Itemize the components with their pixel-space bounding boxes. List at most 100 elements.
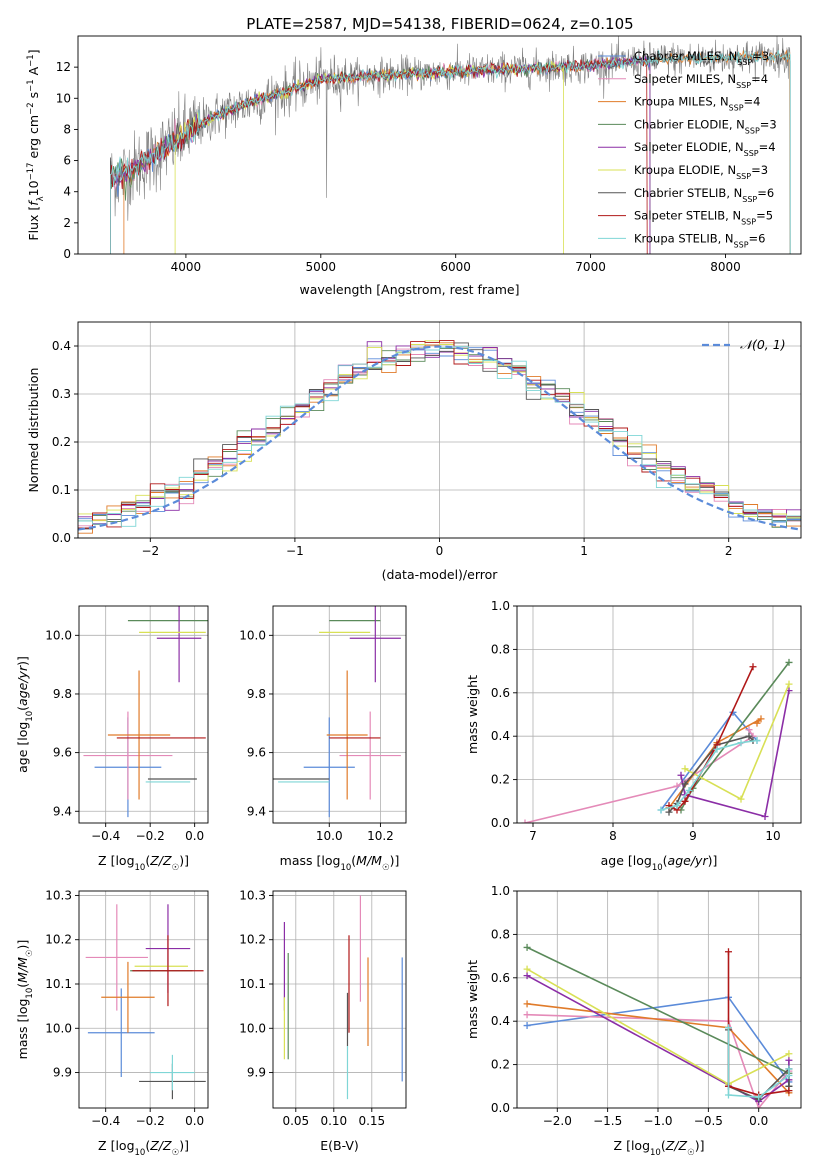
weight-marker-SalpeterELODIE [677, 771, 685, 779]
x-tick-label: 0.0 [185, 829, 204, 843]
weight-marker-KroupaSTELIB [753, 737, 761, 745]
x-tick-label: −1.5 [593, 1114, 622, 1128]
x-tick-label: −0.4 [91, 1114, 120, 1128]
x-tick-label: 5000 [306, 260, 337, 274]
plot-area [110, 36, 791, 254]
weight-marker-SalpeterSTELIB [681, 797, 689, 805]
plot-area [283, 895, 403, 1100]
x-tick-label: 0.15 [358, 1114, 385, 1128]
y-tick-label: 0.8 [491, 642, 510, 656]
weight-marker-ChabrierMILES [523, 1022, 531, 1030]
x-axis-label: mass [log10(M/M☉)] [280, 853, 400, 873]
panel-age_vs_Z: −0.4 −0.2 0.0 9.4 9.6 9.8 10.0 Z [log10(Z/Z☉)] a… [15, 605, 209, 873]
y-tick-label: 0.0 [52, 531, 71, 545]
legend-label-ChabrierSTELIB: Chabrier STELIB, NSSP=6 [634, 186, 774, 204]
x-axis-label: E(B-V) [320, 1138, 359, 1153]
x-tick-label: −0.2 [136, 829, 165, 843]
y-tick-label: 10.3 [45, 888, 72, 902]
y-tick-label: 10.1 [45, 977, 72, 991]
weight-marker-KroupaELODIE [737, 795, 745, 803]
weight-marker-KroupaSTELIB [737, 739, 745, 747]
weight-marker-SalpeterMILES [523, 1011, 531, 1019]
y-tick-label: 0.4 [491, 729, 510, 743]
y-tick-label: 10.0 [45, 628, 72, 642]
axes-frame [77, 35, 802, 255]
weight-marker-SalpeterELODIE [761, 812, 769, 820]
y-tick-label: 9.8 [247, 687, 266, 701]
x-tick-label: 0.10 [320, 1114, 347, 1128]
weight-marker-ChabrierSTELIB [681, 780, 689, 788]
x-axis-label: (data-model)/error [382, 567, 499, 582]
panel-mass_vs_EBV: 0.05 0.10 0.15 9.9 10.0 10.1 10.2 10.3 E(B-V) [239, 888, 407, 1153]
y-tick-label: 1.0 [491, 599, 510, 613]
plot-area [85, 904, 206, 1100]
x-tick-label: −0.5 [694, 1114, 723, 1128]
y-tick-label: 0.3 [52, 387, 71, 401]
panel-age_vs_mass: 10.0 10.2 9.4 9.6 9.8 10.0 mass [log10(M/M☉)] [239, 605, 407, 873]
figure-title: PLATE=2587, MJD=54138, FIBERID=0624, z=0… [246, 15, 633, 33]
y-tick-label: 10.2 [45, 933, 72, 947]
weight-marker-ChabrierELODIE [523, 943, 531, 951]
y-tick-label: 0.1 [52, 483, 71, 497]
weight-marker-SalpeterMILES [745, 726, 753, 734]
weight-marker-SalpeterELODIE [523, 972, 531, 980]
y-tick-label: 0.2 [491, 1058, 510, 1072]
weight-line-SalpeterMILES [527, 1013, 790, 1108]
weight-marker-SalpeterSTELIB [749, 663, 757, 671]
weight-marker-KroupaSTELIB [685, 786, 693, 794]
weight-marker-ChabrierSTELIB [665, 808, 673, 816]
weight-marker-SalpeterSTELIB [785, 1087, 793, 1095]
x-tick-label: −0.2 [136, 1114, 165, 1128]
x-tick-label: 9 [689, 829, 697, 843]
x-axis-label: Z [log10(Z/Z☉)] [98, 853, 189, 873]
weight-marker-KroupaSTELIB [657, 806, 665, 814]
y-axis-label: mass [log10(M/M☉)] [15, 940, 35, 1060]
x-tick-label: 8000 [710, 260, 741, 274]
y-axis-label: age [log10(age/yr)] [15, 656, 35, 773]
plot-area [83, 606, 208, 818]
y-tick-label: 0.6 [491, 971, 510, 985]
weight-marker-KroupaELODIE [523, 965, 531, 973]
y-tick-label: 9.9 [53, 1066, 72, 1080]
x-tick-label: 0.0 [185, 1114, 204, 1128]
weight-marker-KroupaMILES [753, 719, 761, 727]
y-axis-label: Normed distribution [26, 368, 41, 493]
legend-label-KroupaSTELIB: Kroupa STELIB, NSSP=6 [634, 231, 765, 249]
y-tick-label: 0.2 [491, 773, 510, 787]
panel-weight_vs_Z: −2.0 −1.5 −1.0 −0.5 0.0 0.0 0.2 0.4 0.6 0.8 1.0 Z [… [465, 884, 802, 1158]
y-tick-label: 9.8 [53, 687, 72, 701]
weight-line-ChabrierSTELIB [668, 735, 754, 813]
y-axis-label: Flux [fλ10−17 erg cm−2 s−1 A−1] [26, 49, 46, 240]
plot-area [523, 943, 793, 1108]
y-tick-label: 0.8 [491, 927, 510, 941]
x-tick-label: 6000 [440, 260, 471, 274]
x-tick-label: 10.0 [316, 829, 343, 843]
x-tick-label: −0.4 [91, 829, 120, 843]
y-tick-label: 9.4 [247, 804, 266, 818]
weight-marker-KroupaSTELIB [724, 1091, 732, 1099]
weight-marker-SalpeterMILES [755, 1104, 763, 1108]
y-tick-label: 0.2 [52, 435, 71, 449]
y-tick-label: 10.1 [239, 977, 266, 991]
y-tick-label: 0 [63, 247, 71, 261]
panel-weight_vs_age: 7 8 9 10 0.0 0.2 0.4 0.6 0.8 1.0 age [log10(age/yr… [465, 599, 802, 873]
x-tick-label: −1 [286, 544, 304, 558]
y-tick-label: 9.9 [247, 1066, 266, 1080]
y-tick-label: 0.4 [491, 1014, 510, 1028]
weight-marker-ChabrierELODIE [785, 658, 793, 666]
weight-marker-KroupaSTELIB [724, 1024, 732, 1032]
legend-label-ChabrierELODIE: Chabrier ELODIE, NSSP=3 [634, 117, 777, 135]
weight-marker-SalpeterELODIE [785, 1056, 793, 1064]
x-tick-label: 4000 [171, 260, 202, 274]
weight-marker-KroupaSTELIB [755, 1093, 763, 1101]
weight-marker-SalpeterMILES [521, 819, 529, 823]
y-tick-label: 0.6 [491, 686, 510, 700]
x-tick-label: −1.0 [643, 1114, 672, 1128]
y-axis-label: mass weight [465, 675, 480, 754]
x-tick-label: 7 [529, 829, 537, 843]
y-tick-label: 0.4 [52, 339, 71, 353]
x-tick-label: 0.05 [282, 1114, 309, 1128]
legend-label-KroupaMILES: Kroupa MILES, NSSP=4 [634, 95, 760, 113]
x-tick-label: −2 [141, 544, 159, 558]
